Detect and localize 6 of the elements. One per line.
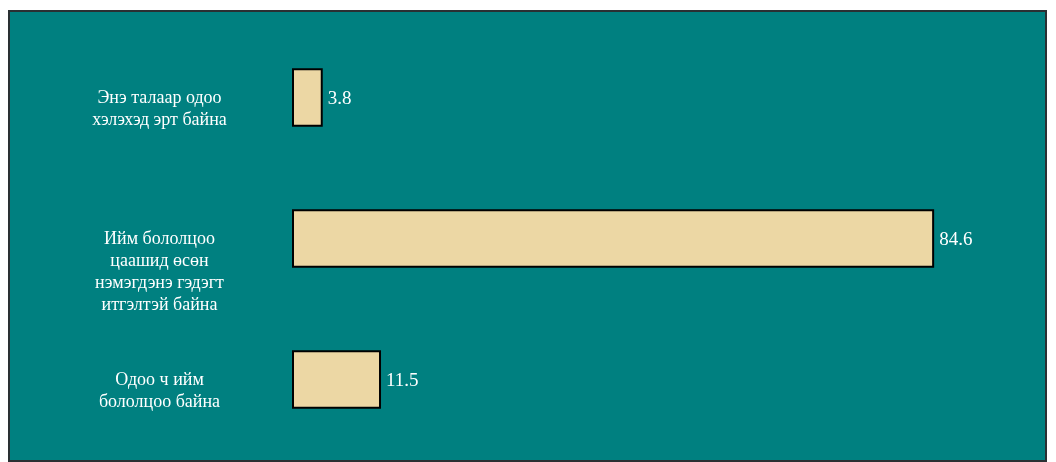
y-tick-label: Энэ талаар одоо хэлэхэд эрт байна — [92, 86, 227, 129]
data-label: 84.6 — [939, 227, 973, 249]
data-label: 11.5 — [386, 368, 419, 390]
y-tick-label: Ийм бололцоо цаашид өсөн нэмэгдэнэ гэдэгт итгэлтэй байна — [95, 227, 225, 314]
y-tick-label: Одоо ч ийм бололцоо байна — [98, 368, 221, 411]
data-label: 3.8 — [327, 86, 352, 108]
